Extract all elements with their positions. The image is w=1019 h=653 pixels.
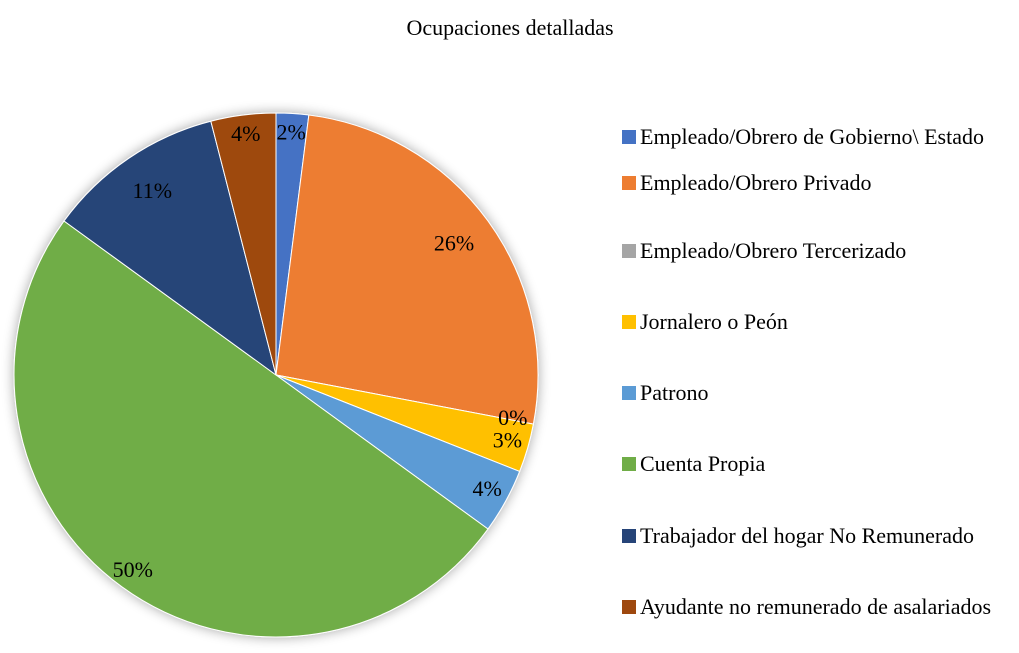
legend-item: Empleado/Obrero Privado [622, 166, 1014, 200]
data-label: 11% [133, 178, 173, 203]
legend-swatch [622, 600, 636, 614]
legend-item: Cuenta Propia [622, 447, 1014, 481]
pie-slice [275, 114, 539, 425]
legend-label: Trabajador del hogar No Remunerado [640, 523, 974, 548]
data-label: 4% [473, 476, 502, 501]
data-label: 2% [276, 119, 305, 144]
legend-swatch [622, 386, 636, 400]
legend-label: Empleado/Obrero Privado [640, 170, 872, 195]
data-label: 50% [113, 557, 153, 582]
data-label: 3% [493, 427, 522, 452]
chart-title: Ocupaciones detalladas [406, 15, 613, 40]
legend-swatch [622, 315, 636, 329]
data-label: 4% [231, 121, 260, 146]
legend-swatch [622, 176, 636, 190]
legend-item: Jornalero o Peón [622, 305, 1014, 339]
legend-item: Trabajador del hogar No Remunerado [622, 519, 1014, 553]
legend-label: Ayudante no remunerado de asalariados [640, 594, 992, 619]
legend-item: Empleado/Obrero Tercerizado [622, 234, 1014, 268]
legend-item: Empleado/Obrero de Gobierno\ Estado [622, 120, 1014, 154]
pie-slice [63, 120, 277, 377]
legend-item: Patrono [622, 376, 1014, 410]
legend-label: Empleado/Obrero de Gobierno\ Estado [640, 124, 984, 149]
pie-slice [13, 220, 489, 638]
legend-label: Patrono [640, 380, 709, 405]
legend-item: Ayudante no remunerado de asalariados [622, 590, 1014, 624]
data-label: 26% [434, 231, 474, 256]
legend-swatch [622, 457, 636, 471]
legend-label: Empleado/Obrero Tercerizado [640, 238, 907, 263]
legend-swatch [622, 244, 636, 258]
legend-swatch [622, 130, 636, 144]
legend-label: Jornalero o Peón [640, 309, 788, 334]
legend-swatch [622, 529, 636, 543]
legend-label: Cuenta Propia [640, 451, 766, 476]
data-label: 0% [498, 405, 527, 430]
pie-slice [210, 112, 277, 376]
pie [13, 112, 539, 638]
